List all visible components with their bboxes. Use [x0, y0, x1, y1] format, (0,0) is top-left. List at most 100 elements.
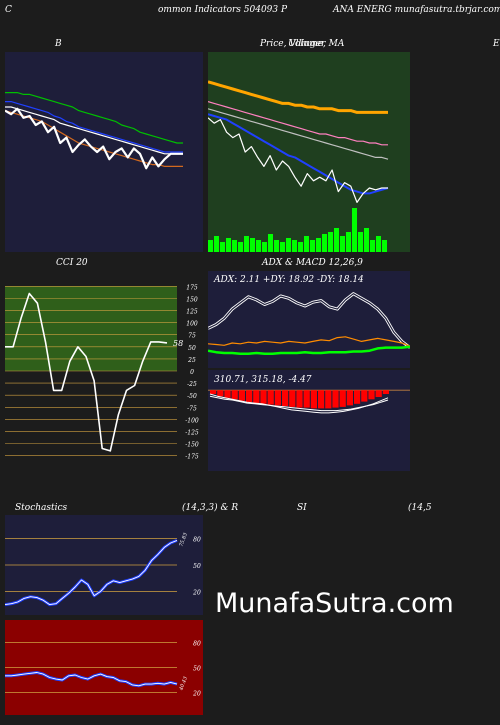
cci-tick-label: -75: [187, 405, 197, 412]
cci-tick-label: -125: [185, 430, 199, 437]
bb-series-0: [5, 91, 183, 144]
price-series-0: [208, 80, 388, 114]
price-series-2: [208, 108, 389, 160]
rsi-tick-label: 80: [193, 641, 201, 648]
macd-hist-bar: [325, 390, 332, 409]
adx-series-1: [208, 336, 410, 347]
adx-series-0-inner: [208, 293, 410, 349]
stoch-title-mid: (14,3,3) & R: [182, 503, 239, 513]
macd-hist-bar: [346, 390, 353, 406]
header-right: ANA ENERG munafasutra.tbrjar.com: [333, 5, 500, 15]
bb-series-4: [5, 107, 183, 170]
macd-hist-bar: [246, 390, 253, 403]
volume-bar: [334, 228, 339, 252]
volume-bar: [232, 240, 237, 252]
adx-chart: [208, 292, 410, 356]
stoch-last-label: 75.83: [178, 532, 189, 548]
macd-hist-bar: [282, 390, 289, 407]
cci-tick-label: 0: [190, 369, 194, 376]
macd-readout: 310.71, 315.18, -4.47: [214, 375, 312, 385]
cci-panel: 175 150 125 100 75 50 25 0 -25 -50 -75 -100 -125 -150…: [5, 271, 203, 471]
cci-line: [5, 292, 168, 452]
header-mid: ommon Indicators 504093 P: [158, 5, 288, 15]
rsi-last-label: 40.43: [178, 676, 189, 692]
cci-tick-label: -25: [187, 381, 197, 388]
price-series-4: [208, 117, 388, 203]
price-edge-mark: E: [493, 39, 500, 49]
volume-bar: [292, 240, 297, 252]
cci-tick-label: -100: [185, 417, 199, 424]
volume-bar: [244, 236, 249, 252]
stoch-signal: [5, 539, 178, 606]
price-title: Price, Volume, MA: [260, 39, 345, 49]
adx-title: ADX & MACD 12,26,9: [262, 258, 363, 268]
macd-hist-bar: [260, 390, 267, 404]
cci-tick-label: 125: [186, 308, 198, 315]
volume-bar: [364, 228, 369, 252]
volume-bar: [214, 236, 219, 252]
header-left: C: [5, 5, 12, 15]
volume-bar: [322, 234, 327, 252]
macd-hist-bar: [217, 390, 224, 397]
macd-hist-bar: [289, 390, 296, 407]
macd-hist-bar: [332, 390, 339, 408]
macd-hist-bar: [210, 390, 217, 394]
adx-series-2: [208, 345, 410, 356]
volume-bar: [280, 242, 285, 252]
bollinger-panel: [5, 52, 203, 252]
stoch-tick-label: 80: [193, 537, 201, 544]
volume-bar: [238, 242, 243, 252]
volume-bar: [370, 240, 375, 252]
volume-bar: [310, 240, 315, 252]
adx-readout: ADX: 2.11 +DY: 18.92 -DY: 18.14: [214, 275, 364, 285]
stoch-line: [5, 539, 178, 607]
macd-hist-bar: [303, 390, 310, 408]
volume-bar: [376, 236, 381, 252]
macd-hist-bar: [253, 390, 260, 404]
macd-hist-bar: [339, 390, 346, 407]
macd-chart: [208, 389, 410, 414]
macd-hist-bar: [368, 390, 375, 400]
rsi-tick-label: 20: [192, 690, 201, 697]
macd-hist-bar: [267, 390, 274, 405]
macd-hist-bar: [231, 390, 238, 400]
stoch-chart: 80 50 20 75.83: [5, 532, 201, 607]
macd-line-1: [209, 395, 389, 412]
macd-hist-bar: [274, 390, 281, 406]
volume-bar: [382, 240, 387, 252]
price-panel: [208, 52, 410, 252]
macd-hist-bar: [238, 390, 245, 401]
volume-bar: [262, 242, 267, 252]
cci-tick-label: -50: [187, 393, 197, 400]
volume-bar: [256, 240, 261, 252]
cci-tick-label: 150: [186, 296, 198, 303]
volume-bar: [304, 236, 309, 252]
price-series-1: [208, 101, 388, 146]
stoch-tick-label: 50: [193, 563, 201, 570]
cci-tick-label: 50: [188, 345, 196, 352]
bollinger-chart: [5, 91, 183, 170]
macd-panel: 310.71, 315.18, -4.47: [208, 370, 410, 471]
stoch-panel: 80 50 20 75.83: [5, 515, 203, 615]
macd-hist-bar: [296, 390, 303, 408]
macd-hist-bar: [224, 390, 231, 398]
volume-bar: [274, 240, 279, 252]
bb-series-2: [5, 106, 183, 155]
cci-tick-label: -175: [185, 454, 199, 461]
macd-hist-bar: [354, 390, 361, 404]
rsi-tick-label: 50: [193, 666, 201, 673]
volume-bar: [250, 238, 255, 252]
macd-hist-bar: [318, 390, 325, 409]
price-series-3: [208, 113, 389, 195]
rsi-title: SI: [297, 503, 307, 513]
macd-hist-bar: [375, 390, 382, 397]
stoch-title: Stochastics: [15, 503, 68, 513]
cci-chart: 175 150 125 100 75 50 25 0 -25 -50 -75 -100 -125 -150…: [5, 284, 199, 461]
volume-bar: [358, 232, 363, 252]
cci-tick-label: -150: [185, 442, 199, 449]
volume-bar: [340, 236, 345, 252]
stoch-tick-label: 20: [192, 589, 201, 596]
volume-bar: [208, 240, 213, 252]
rsi-signal: [5, 672, 178, 687]
price-title-overlay: Ullinger: [288, 39, 326, 49]
